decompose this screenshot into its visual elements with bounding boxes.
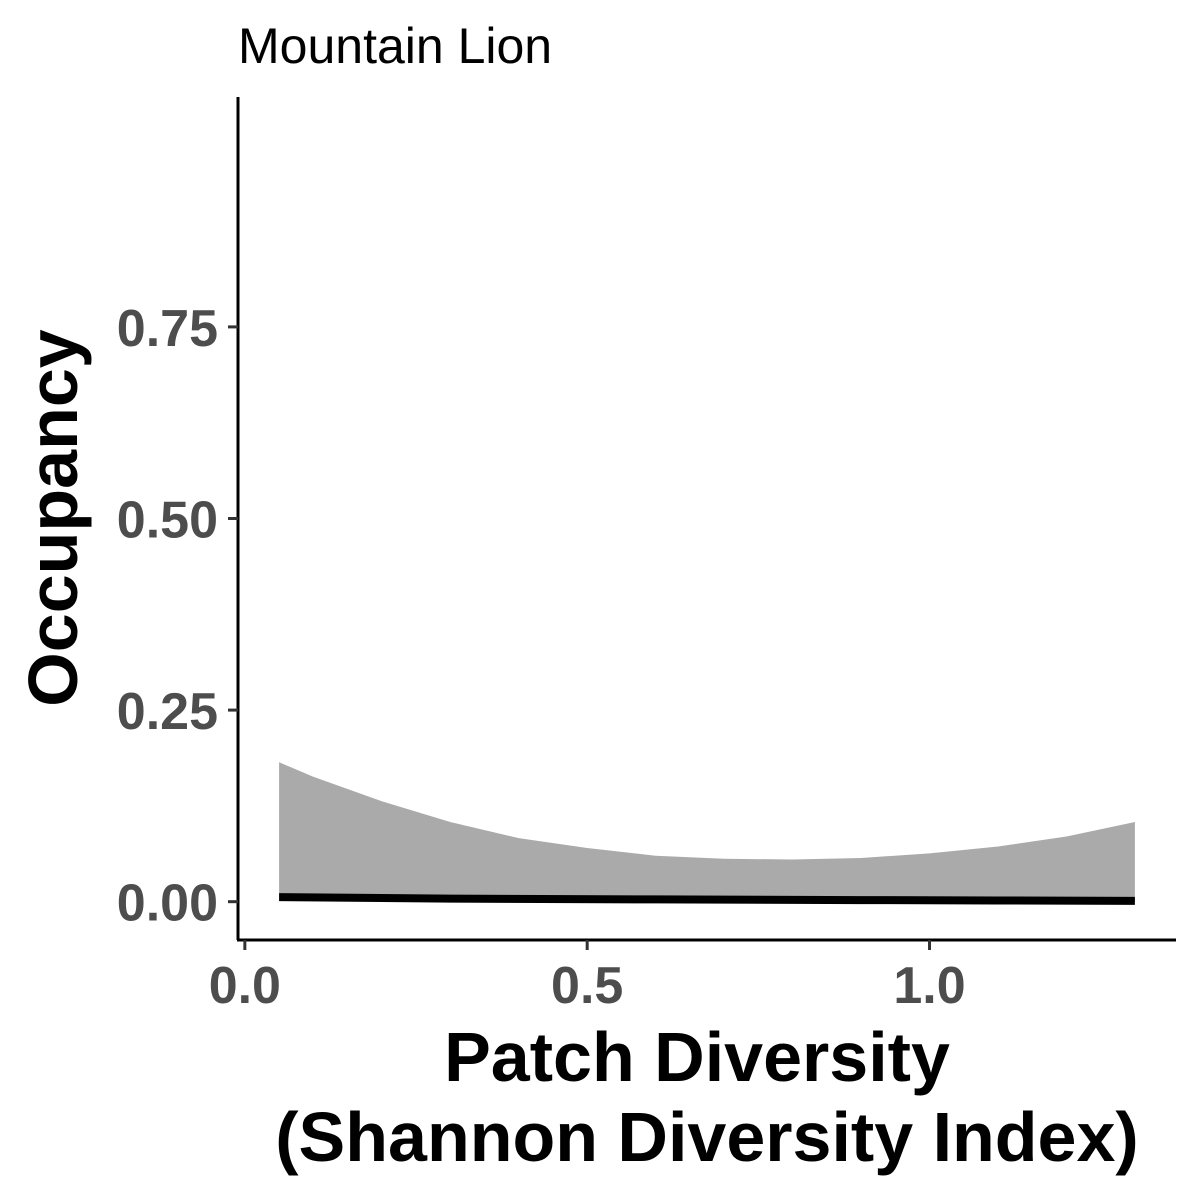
x-tick-label: 0.5: [551, 957, 623, 1015]
x-axis-title-line-1: Patch Diversity: [444, 1018, 950, 1096]
x-tick-label: 0.0: [209, 957, 281, 1015]
chart-title: Mountain Lion: [238, 18, 552, 74]
x-axis-title-line-2: (Shannon Diversity Index): [275, 1098, 1138, 1176]
occupancy-line: [279, 893, 1135, 905]
y-tick-label: 0.50: [117, 492, 218, 550]
lines: [279, 893, 1135, 905]
y-tick-label: 0.00: [117, 875, 218, 933]
y-tick-label: 0.25: [117, 683, 218, 741]
y-tick-label: 0.75: [117, 300, 218, 358]
y-ticks: 0.00 0.25 0.50 0.75: [117, 300, 238, 933]
confidence-ribbon: [279, 762, 1135, 901]
x-ticks: 0.0 0.5 1.0: [209, 940, 966, 1015]
ribbons: [279, 762, 1135, 901]
x-tick-label: 1.0: [893, 957, 965, 1015]
y-axis-title: Occupancy: [14, 329, 92, 706]
